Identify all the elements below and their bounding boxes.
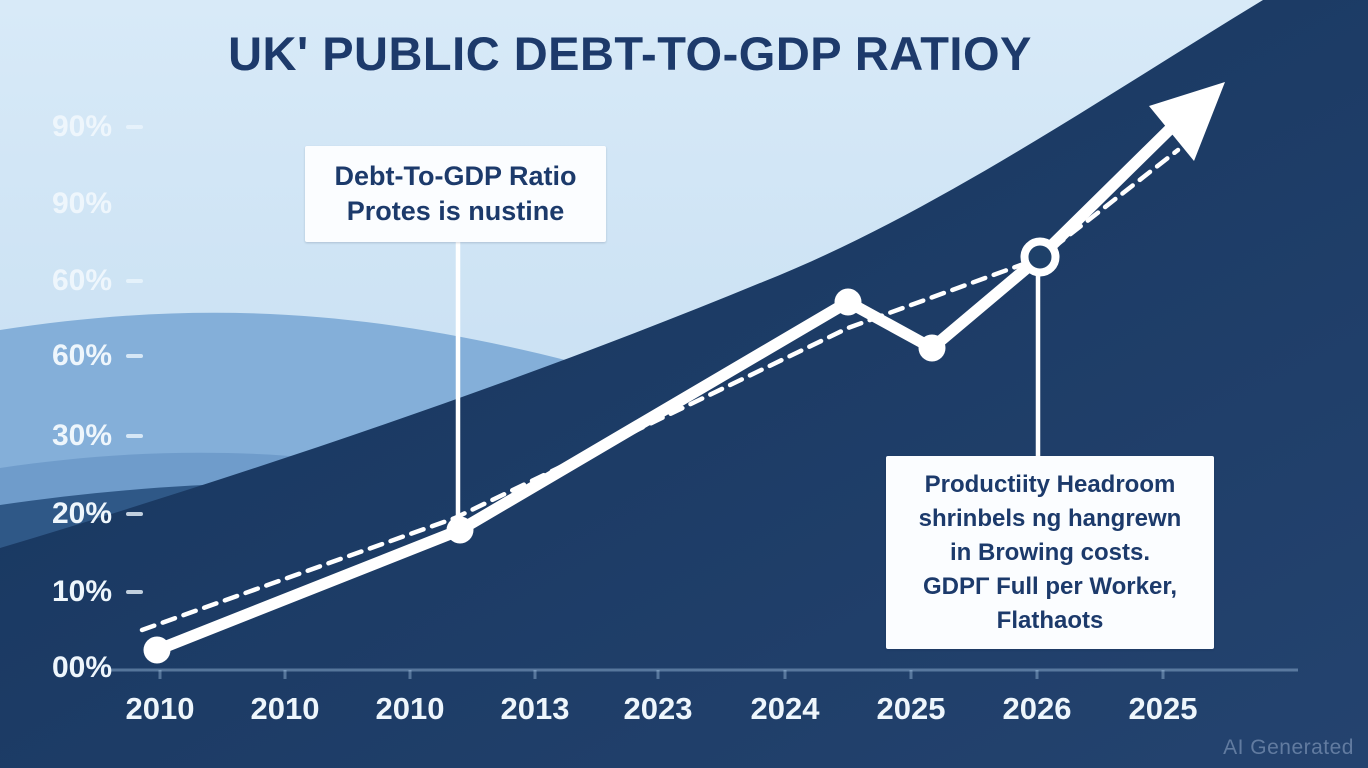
y-axis-label-2: 60%: [51, 264, 112, 297]
y-axis-dash-tick-6: [126, 590, 143, 594]
x-axis-label-0: 2010: [125, 691, 195, 726]
box2-line-3: in Browing costs.: [949, 538, 1150, 566]
box2-line-4: GDPΓ Full per Worker,: [922, 572, 1178, 600]
y-axis-dash-tick-4: [126, 434, 143, 438]
box2-line-2: shrinbels ng hangrewn: [918, 504, 1182, 532]
y-axis-dash-tick-5: [126, 512, 143, 516]
page-title: UK' PUBLIC DEBT-TO-GDP RATIOY: [228, 27, 1032, 80]
data-point-marker-3: [834, 288, 862, 316]
x-axis-label-2: 2010: [375, 691, 445, 726]
box1-line-2: Protes is nustine: [346, 196, 565, 226]
y-axis-label-0: 90%: [51, 110, 112, 143]
x-axis-label-8: 2025: [1128, 691, 1198, 726]
productivity-headroom-callout-box: Productiity Headroom shrinbels ng hangrew…: [886, 456, 1214, 649]
y-axis-label-3: 60%: [51, 339, 112, 372]
x-axis-label-4: 2023: [623, 691, 693, 726]
data-point-marker-4: [918, 334, 946, 362]
debt-ratio-line: [151, 121, 1178, 656]
trend-dashed-line: [139, 147, 1181, 633]
y-axis-dash-tick-0: [126, 125, 143, 129]
y-axis-label-6: 10%: [51, 575, 112, 608]
box2-line-5: Flathaots: [996, 606, 1104, 634]
box1-line-1: Debt-To-GDP Ratio: [334, 161, 577, 191]
y-axis-label-7: 00%: [51, 651, 112, 684]
x-axis-label-5: 2024: [750, 691, 820, 726]
x-axis-label-7: 2026: [1002, 691, 1072, 726]
data-point-ring-marker: [1020, 237, 1060, 277]
y-axis-dash-tick-2: [126, 279, 143, 283]
y-axis-label-1: 90%: [51, 187, 112, 220]
x-axis-label-3: 2013: [500, 691, 570, 726]
data-point-marker-2: [446, 516, 474, 544]
x-axis-label-1: 2010: [250, 691, 320, 726]
box2-line-1: Productiity Headroom: [924, 470, 1176, 498]
debt-ratio-callout-box: Debt-To-GDP Ratio Protes is nustine: [305, 146, 606, 242]
trend-arrow-icon: [1149, 82, 1225, 161]
y-axis-dash-tick-3: [126, 354, 143, 358]
data-point-marker-1: [143, 636, 171, 664]
y-axis-label-4: 30%: [51, 419, 112, 452]
y-axis-label-5: 20%: [51, 497, 112, 530]
x-axis-label-6: 2025: [876, 691, 946, 726]
ai-generated-watermark: AI Generated: [1223, 736, 1354, 759]
